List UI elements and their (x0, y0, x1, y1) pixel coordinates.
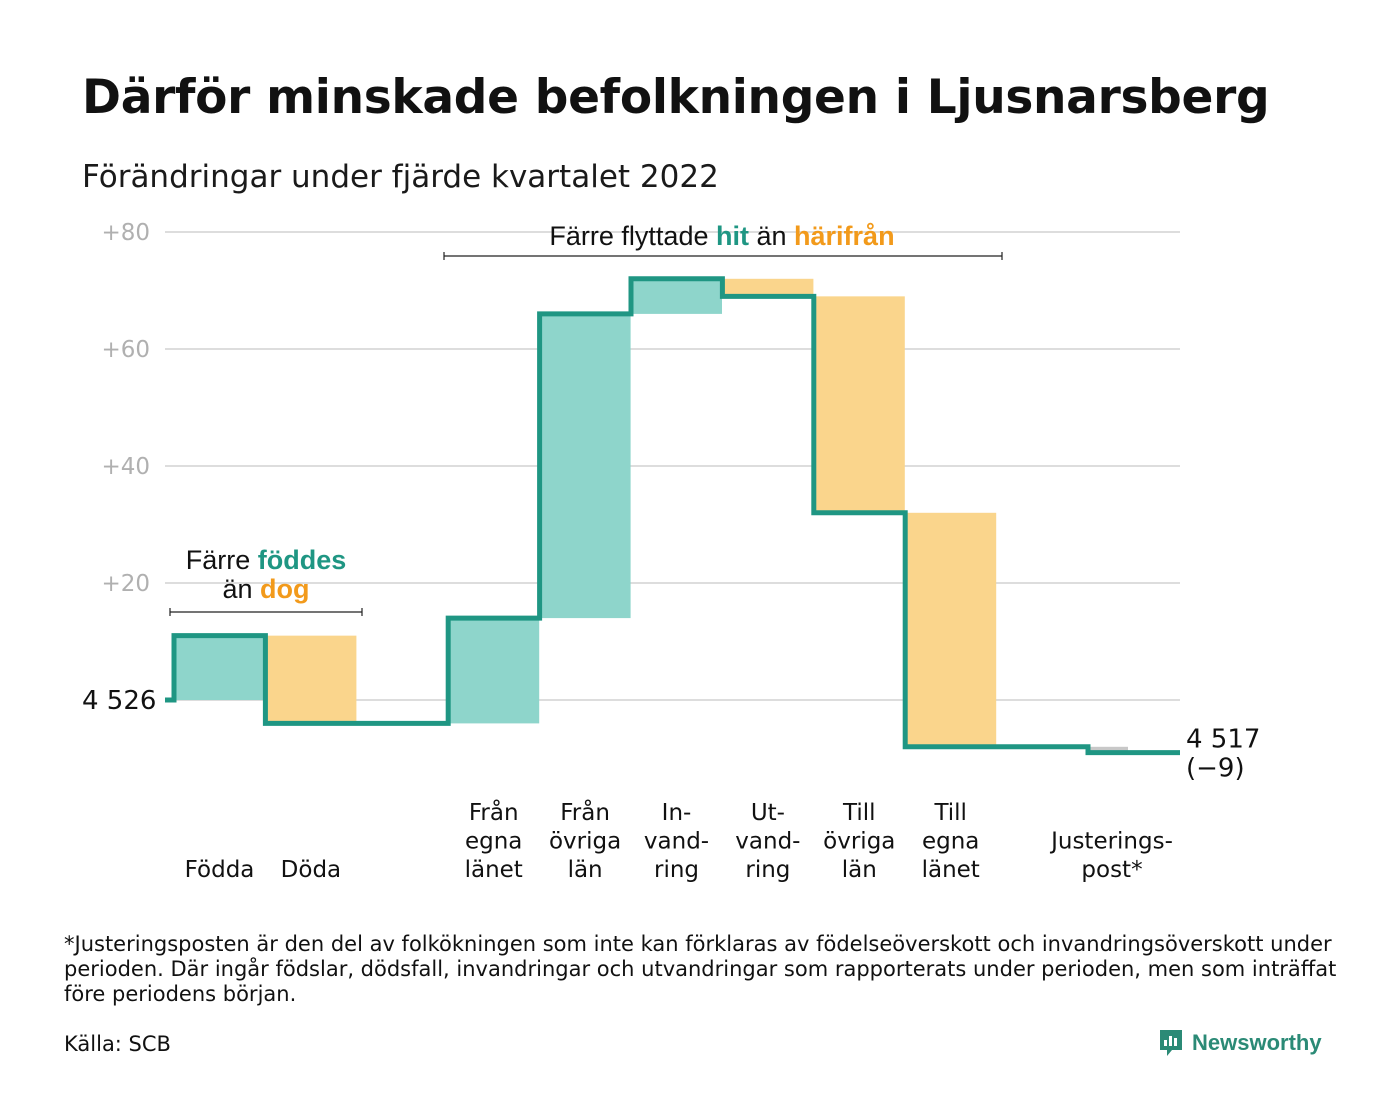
moves-highlight-away: härifrån (794, 221, 895, 251)
bar-in (631, 278, 722, 314)
category-label: Från (469, 798, 519, 826)
births-highlight-born: föddes (258, 545, 347, 575)
source-label: Källa: SCB (64, 1032, 171, 1056)
bar-adj (1088, 746, 1128, 753)
category-label: länet (922, 857, 980, 883)
brand-logo: Newsworthy (1158, 1028, 1322, 1058)
y-tick-label: +80 (101, 220, 150, 246)
end-value-label: 4 517 (1186, 725, 1260, 755)
moves-annotation: Färre flyttade hit än härifrån (549, 221, 894, 251)
category-label: ring (745, 857, 790, 883)
category-label: egna (922, 829, 979, 855)
births-annotation-line2: än dog (222, 574, 309, 604)
category-label: länet (465, 857, 523, 883)
chart-title: Därför minskade befolkningen i Ljusnarsb… (82, 70, 1270, 125)
category-label: Från (560, 798, 610, 826)
step-line (165, 276, 1180, 756)
moves-highlight-here: hit (716, 221, 749, 251)
y-tick-label: +40 (101, 454, 150, 480)
bar-in (539, 313, 631, 619)
bar-out (265, 635, 357, 724)
category-label: vand- (644, 829, 709, 855)
category-label: In- (662, 800, 692, 826)
category-label: Till (933, 800, 967, 826)
category-label: egna (465, 829, 522, 855)
bar-out (722, 278, 814, 297)
category-label: post* (1081, 857, 1142, 883)
category-label: övriga (823, 829, 895, 855)
waterfall-chart: +20 +40 +60 +80 4 526 4 517(−9) Födda Döda Från… (82, 220, 1260, 883)
category-label: Ut- (751, 800, 785, 826)
y-axis-ticks: +20 +40 +60 +80 (101, 220, 150, 597)
category-label: län (842, 857, 877, 883)
footnote: *Justeringsposten är den del av folkökni… (64, 932, 1337, 1006)
category-label: Födda (185, 857, 255, 883)
category-label: län (568, 857, 603, 883)
bar-out (905, 512, 997, 747)
newsworthy-logo-icon (1160, 1030, 1182, 1056)
moves-annotation-text: än (749, 221, 794, 251)
bar-in (448, 618, 540, 724)
chart-subtitle: Förändringar under fjärde kvartalet 2022 (82, 159, 719, 195)
births-highlight-died: dog (260, 574, 309, 604)
y-tick-label: +20 (101, 571, 150, 597)
moves-annotation-text: Färre flyttade (549, 221, 716, 251)
y-tick-label: +60 (101, 337, 150, 363)
bar-out (813, 296, 905, 513)
brand-name: Newsworthy (1192, 1030, 1322, 1055)
category-label: övriga (549, 829, 621, 855)
running-total-line (165, 276, 1180, 756)
category-label: Döda (281, 857, 341, 883)
bar-in (174, 635, 265, 700)
births-annotation-line1: Färre föddes (186, 545, 347, 575)
start-value-label: 4 526 (82, 686, 156, 716)
births-annotation-text: Färre (186, 545, 258, 575)
category-label: Till (842, 800, 876, 826)
end-change-label: (−9) (1186, 754, 1245, 784)
category-label: vand- (735, 829, 800, 855)
births-annotation-text: än (222, 574, 260, 604)
category-label: Justerings- (1049, 829, 1173, 855)
category-label: ring (654, 857, 699, 883)
bars (174, 278, 1128, 753)
